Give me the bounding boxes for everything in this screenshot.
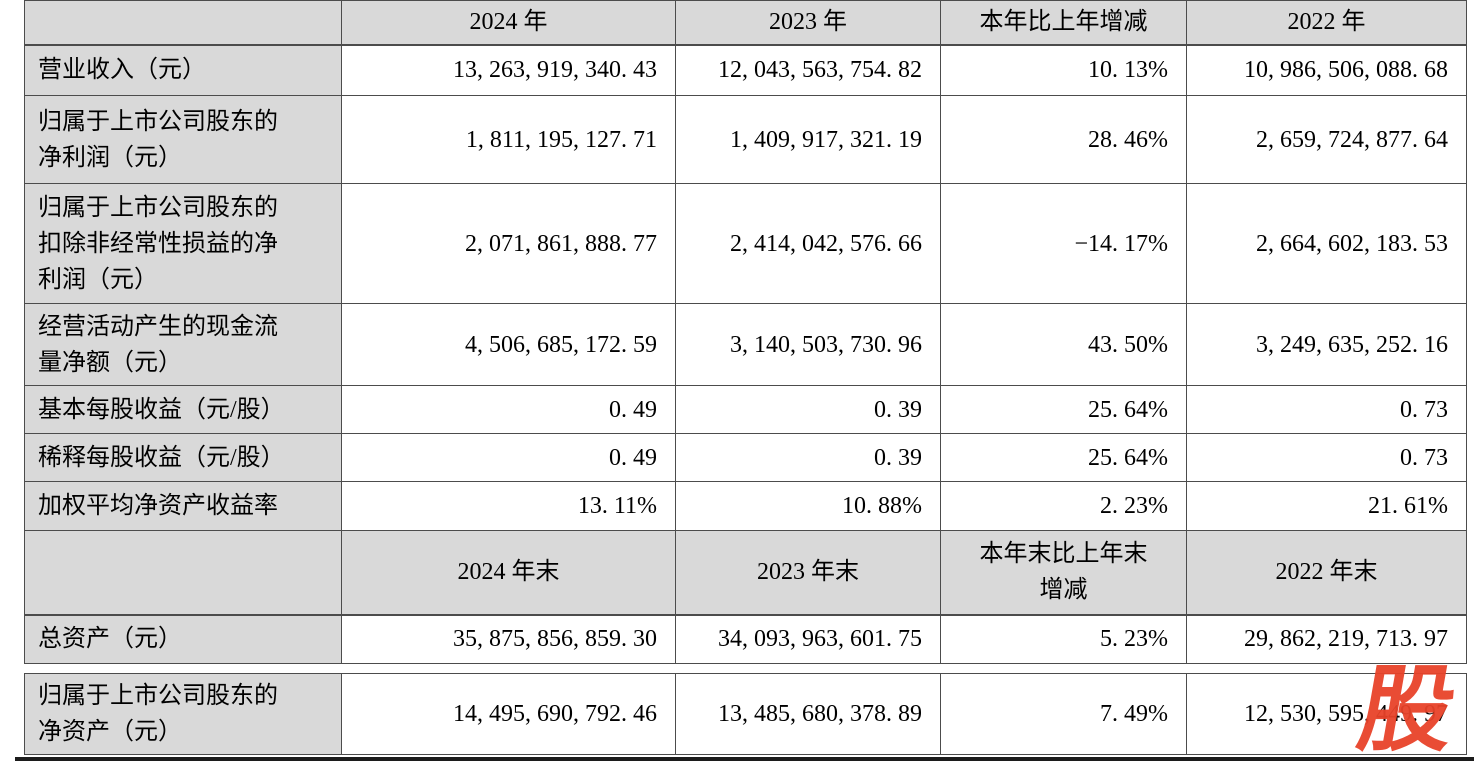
- row-label: 基本每股收益（元/股）: [24, 385, 342, 434]
- value-2023: 1, 409, 917, 321. 19: [675, 95, 941, 184]
- value-2024: 13, 263, 919, 340. 43: [341, 44, 676, 96]
- value-2022: 2, 664, 602, 183. 53: [1186, 183, 1467, 304]
- value-change: −14. 17%: [940, 183, 1187, 304]
- header-2024: 2024 年: [341, 0, 676, 46]
- row-label: 归属于上市公司股东的 净利润（元）: [24, 95, 342, 184]
- net-assets-table: 归属于上市公司股东的 净资产（元） 14, 495, 690, 792. 46 …: [24, 673, 1467, 755]
- value-change: 2. 23%: [940, 481, 1187, 531]
- table-row-total-assets: 总资产（元） 35, 875, 856, 859. 30 34, 093, 96…: [24, 614, 1467, 664]
- value-2022: 0. 73: [1186, 385, 1467, 434]
- value-2024: 1, 811, 195, 127. 71: [341, 95, 676, 184]
- value-2022: 0. 73: [1186, 433, 1467, 482]
- table-row-net-profit-deducted: 归属于上市公司股东的 扣除非经常性损益的净 利润（元） 2, 071, 861,…: [24, 183, 1467, 304]
- value-2023: 0. 39: [675, 385, 941, 434]
- value-change: 28. 46%: [940, 95, 1187, 184]
- value-change: 7. 49%: [940, 673, 1187, 755]
- header-2022-end: 2022 年末: [1186, 530, 1467, 616]
- value-2024: 0. 49: [341, 385, 676, 434]
- header-2023-end: 2023 年末: [675, 530, 941, 616]
- value-2024: 2, 071, 861, 888. 77: [341, 183, 676, 304]
- key-financials-table: 2024 年 2023 年 本年比上年增减 2022 年 营业收入（元） 13,…: [24, 0, 1467, 664]
- value-2024: 14, 495, 690, 792. 46: [341, 673, 676, 755]
- table-row-operating-cash-flow: 经营活动产生的现金流 量净额（元） 4, 506, 685, 172. 59 3…: [24, 303, 1467, 386]
- row-label: 加权平均净资产收益率: [24, 481, 342, 531]
- value-change: 10. 13%: [940, 44, 1187, 96]
- value-2022: 29, 862, 219, 713. 97: [1186, 614, 1467, 664]
- value-change: 43. 50%: [940, 303, 1187, 386]
- header-yoy-change: 本年比上年增减: [940, 0, 1187, 46]
- value-2022: 21. 61%: [1186, 481, 1467, 531]
- financial-summary-table: 2024 年 2023 年 本年比上年增减 2022 年 营业收入（元） 13,…: [24, 0, 1467, 755]
- value-change: 25. 64%: [940, 433, 1187, 482]
- row-label: 归属于上市公司股东的 净资产（元）: [24, 673, 342, 755]
- value-2023: 0. 39: [675, 433, 941, 482]
- header-2022: 2022 年: [1186, 0, 1467, 46]
- table-row-diluted-eps: 稀释每股收益（元/股） 0. 49 0. 39 25. 64% 0. 73: [24, 433, 1467, 482]
- header-year-end-change: 本年末比上年末 增减: [940, 530, 1187, 616]
- value-2024: 4, 506, 685, 172. 59: [341, 303, 676, 386]
- value-change: 25. 64%: [940, 385, 1187, 434]
- value-2023: 12, 043, 563, 754. 82: [675, 44, 941, 96]
- value-change: 5. 23%: [940, 614, 1187, 664]
- row-label: 稀释每股收益（元/股）: [24, 433, 342, 482]
- value-2023: 34, 093, 963, 601. 75: [675, 614, 941, 664]
- header-2023: 2023 年: [675, 0, 941, 46]
- table-row-weighted-roe: 加权平均净资产收益率 13. 11% 10. 88% 2. 23% 21. 61…: [24, 481, 1467, 531]
- value-2022: 2, 659, 724, 877. 64: [1186, 95, 1467, 184]
- value-2022: 3, 249, 635, 252. 16: [1186, 303, 1467, 386]
- stock-watermark-logo: 股: [1350, 659, 1464, 763]
- table-row-revenue: 营业收入（元） 13, 263, 919, 340. 43 12, 043, 5…: [24, 44, 1467, 96]
- header-blank-cell: [24, 0, 342, 46]
- table-row-net-profit: 归属于上市公司股东的 净利润（元） 1, 811, 195, 127. 71 1…: [24, 95, 1467, 184]
- value-2023: 13, 485, 680, 378. 89: [675, 673, 941, 755]
- row-label: 经营活动产生的现金流 量净额（元）: [24, 303, 342, 386]
- header-blank-cell: [24, 530, 342, 616]
- value-2022: 10, 986, 506, 088. 68: [1186, 44, 1467, 96]
- value-2024: 0. 49: [341, 433, 676, 482]
- value-2022: 12, 530, 595, 449. 97: [1186, 673, 1467, 755]
- row-label: 总资产（元）: [24, 614, 342, 664]
- value-2023: 2, 414, 042, 576. 66: [675, 183, 941, 304]
- header-2024-end: 2024 年末: [341, 530, 676, 616]
- row-label: 归属于上市公司股东的 扣除非经常性损益的净 利润（元）: [24, 183, 342, 304]
- table-row-net-assets: 归属于上市公司股东的 净资产（元） 14, 495, 690, 792. 46 …: [24, 673, 1467, 755]
- value-2024: 35, 875, 856, 859. 30: [341, 614, 676, 664]
- row-label: 营业收入（元）: [24, 44, 342, 96]
- value-2023: 3, 140, 503, 730. 96: [675, 303, 941, 386]
- value-2024: 13. 11%: [341, 481, 676, 531]
- table-row-basic-eps: 基本每股收益（元/股） 0. 49 0. 39 25. 64% 0. 73: [24, 385, 1467, 434]
- table-header-row-annual: 2024 年 2023 年 本年比上年增减 2022 年: [24, 0, 1467, 46]
- value-2023: 10. 88%: [675, 481, 941, 531]
- table-bottom-rule: [15, 757, 1474, 761]
- table-header-row-year-end: 2024 年末 2023 年末 本年末比上年末 增减 2022 年末: [24, 530, 1467, 616]
